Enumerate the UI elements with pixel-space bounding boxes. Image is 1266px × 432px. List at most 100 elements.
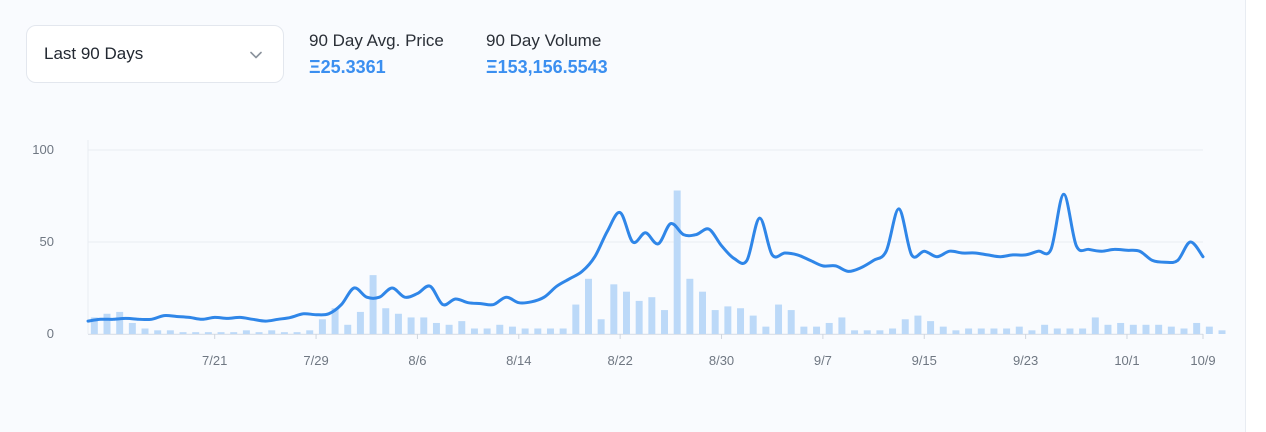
volume-bar (813, 326, 821, 334)
axis-labels: 0 50 100 7/21 7/29 8/6 8/14 8/22 8/30 9/7 9/15 9/23… (32, 142, 1215, 368)
volume-bar (1193, 322, 1201, 334)
volume-bar (166, 330, 174, 334)
volume-bar (597, 319, 605, 334)
volume-bar (635, 300, 643, 334)
x-tick-label: 7/29 (303, 353, 328, 368)
volume-bar (901, 319, 909, 334)
volume-bar (1091, 317, 1099, 334)
volume-bar (192, 332, 200, 334)
volume-bar (382, 308, 390, 334)
volume-bar (775, 304, 783, 334)
volume-bar (584, 278, 592, 334)
volume-bar (242, 330, 250, 334)
y-tick-label: 50 (40, 234, 54, 249)
volume-bar (458, 321, 466, 334)
volume-bar (344, 324, 352, 334)
volume-bar (268, 330, 276, 334)
volume-bar (1180, 328, 1188, 334)
volume-bar (1104, 324, 1112, 334)
volume-bar (318, 319, 326, 334)
volume-bar (661, 310, 668, 334)
volume-bar (521, 328, 529, 334)
volume-bar (1066, 328, 1074, 334)
time-range-dropdown[interactable]: Last 90 Days (26, 25, 284, 83)
volume-bar (939, 326, 947, 334)
volume-bar (1218, 330, 1226, 334)
x-tick-label: 10/1 (1114, 353, 1139, 368)
volume-value: Ξ153,156.5543 (486, 57, 608, 77)
volume-bar (914, 315, 922, 334)
volume-bar (876, 330, 884, 334)
volume-bar (990, 328, 998, 334)
volume-bar (800, 326, 808, 334)
volume-bar (1167, 326, 1175, 334)
volume-bar (1129, 324, 1137, 334)
volume-bar (737, 308, 745, 334)
volume-bar (1053, 328, 1061, 334)
volume-bars (90, 190, 1226, 334)
volume-stat: 90 Day Volume Ξ153,156.5543 (486, 31, 608, 78)
volume-bar (927, 321, 935, 334)
x-tick-label: 8/22 (608, 353, 633, 368)
volume-bar (255, 332, 263, 334)
volume-bar (889, 328, 897, 334)
volume-bar (648, 297, 656, 334)
volume-bar (724, 306, 732, 334)
volume-bar (1155, 324, 1163, 334)
volume-bar (483, 328, 491, 334)
volume-bar (394, 313, 402, 334)
volume-bar (1142, 324, 1150, 334)
x-tick-label: 8/14 (506, 353, 531, 368)
volume-bar (432, 322, 440, 334)
volume-bar (673, 190, 681, 334)
volume-bar (420, 317, 428, 334)
volume-bar (762, 326, 770, 334)
volume-bar (1079, 328, 1087, 334)
x-tick-label: 9/7 (814, 353, 832, 368)
chevron-down-icon (250, 51, 262, 59)
volume-bar (293, 332, 301, 334)
volume-bar (116, 311, 124, 334)
volume-bar (1205, 326, 1213, 334)
volume-bar (965, 328, 973, 334)
volume-bar (952, 330, 960, 334)
y-tick-label: 0 (47, 326, 54, 341)
volume-bar (331, 308, 339, 334)
volume-bar (825, 322, 833, 334)
x-tick-label: 9/15 (912, 353, 937, 368)
volume-bar (508, 326, 516, 334)
volume-bar (407, 317, 415, 334)
volume-bar (749, 315, 757, 334)
volume-bar (470, 328, 478, 334)
volume-bar (1041, 324, 1049, 334)
volume-bar (559, 328, 567, 334)
x-tick-label: 9/23 (1013, 353, 1038, 368)
volume-bar (204, 332, 212, 334)
avg-price-line (86, 192, 1205, 323)
volume-label: 90 Day Volume (486, 31, 602, 50)
volume-bar (280, 332, 288, 334)
volume-bar (623, 291, 630, 334)
time-range-label: Last 90 Days (44, 44, 144, 63)
volume-bar (445, 324, 453, 334)
volume-bar (369, 275, 377, 334)
volume-bar (217, 332, 225, 334)
volume-bar (141, 328, 149, 334)
volume-bar (496, 324, 504, 334)
volume-bar (1003, 328, 1011, 334)
grid-layer (87, 140, 1204, 339)
volume-bar (1028, 330, 1036, 334)
x-tick-label: 8/6 (408, 353, 426, 368)
volume-bar (851, 330, 859, 334)
volume-bar (610, 284, 618, 334)
volume-bar (103, 313, 111, 334)
volume-bar (128, 322, 136, 334)
volume-bar (699, 291, 707, 334)
volume-bar (572, 304, 580, 334)
volume-bar (356, 311, 364, 334)
volume-bar (90, 317, 98, 334)
y-tick-label: 100 (32, 142, 54, 157)
volume-bar (787, 310, 795, 334)
x-tick-label: 7/21 (202, 353, 227, 368)
